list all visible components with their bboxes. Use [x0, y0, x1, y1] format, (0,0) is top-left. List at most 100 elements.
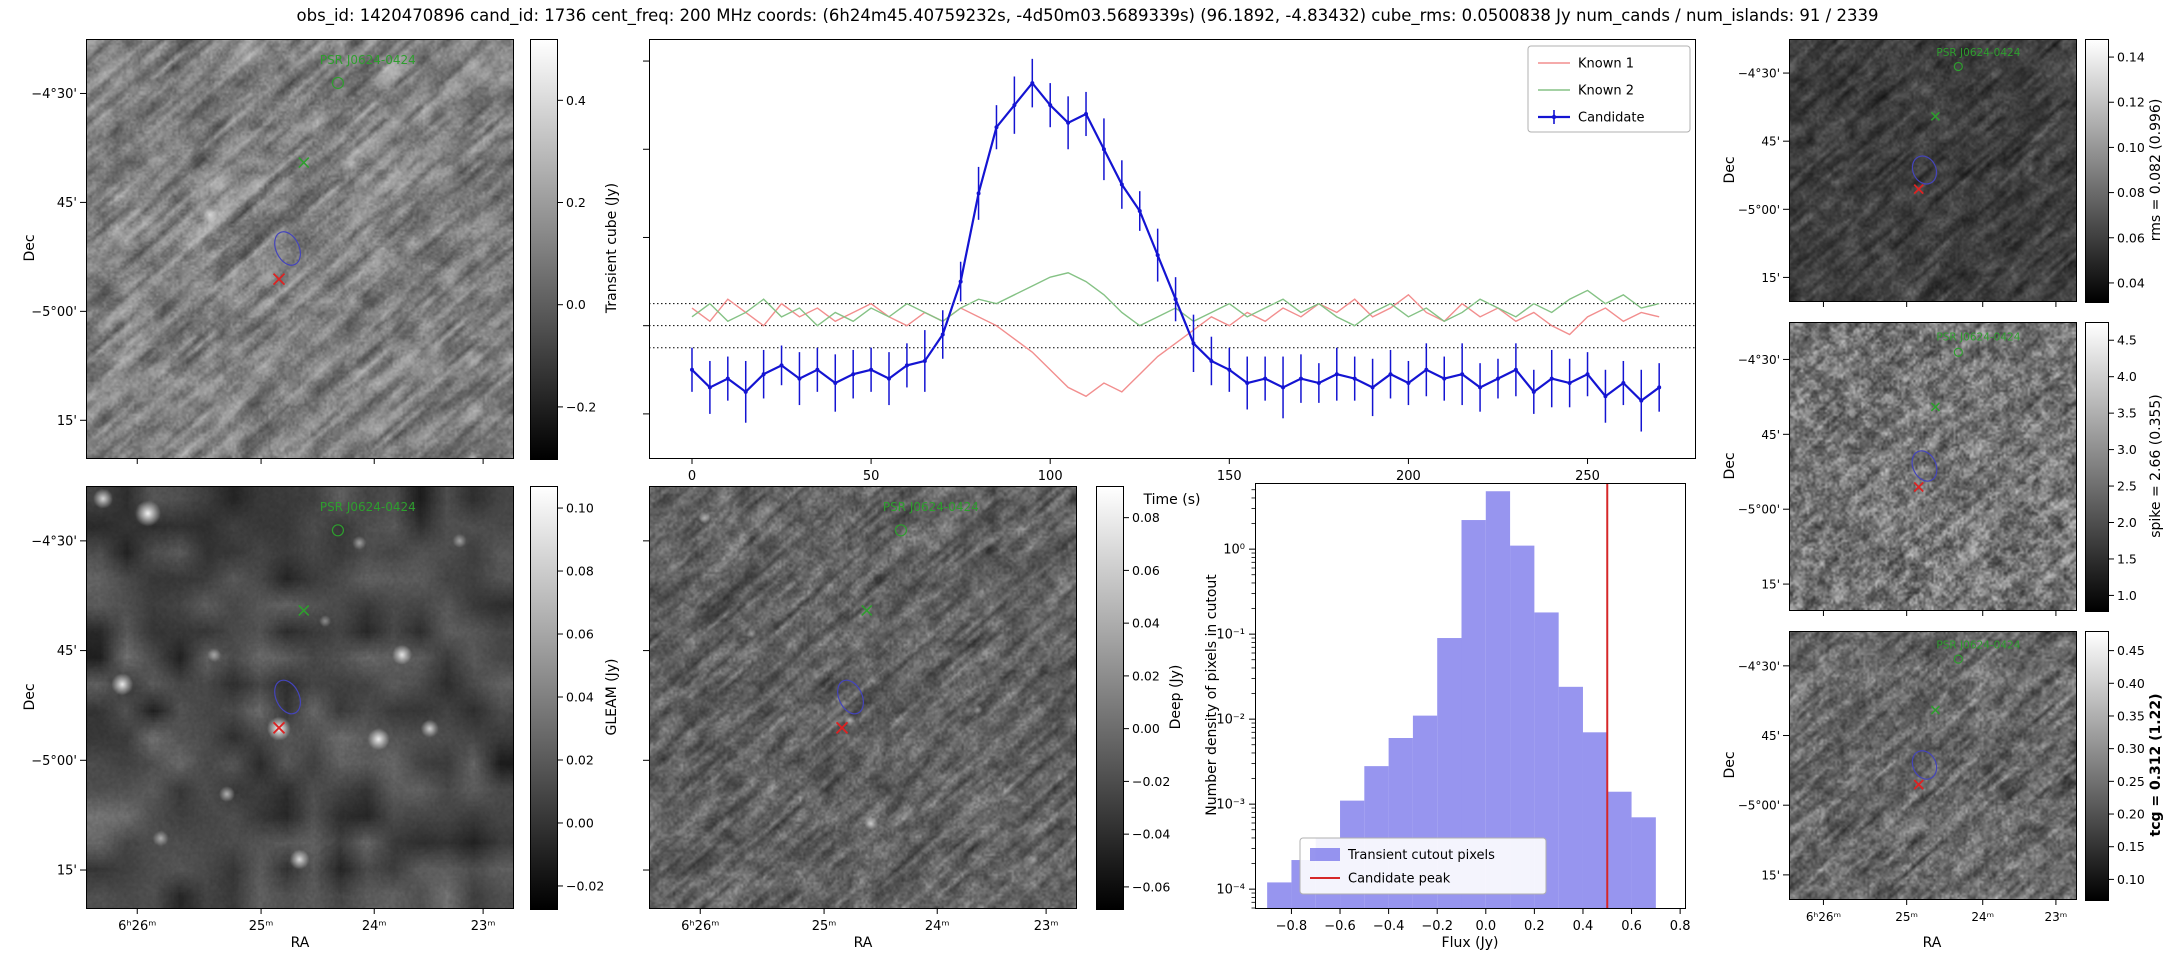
hist-xtick-label: −0.8	[1276, 919, 1308, 934]
series-point-Candidate	[1101, 147, 1106, 152]
cbar-tick-label-gleam: 0.10	[566, 501, 594, 516]
xtick-label-gleam: 23ᵐ	[471, 919, 496, 934]
hist-xtick-label: 0.2	[1524, 919, 1545, 934]
cbar-tick-label-spike: 2.5	[2117, 479, 2137, 494]
cbar-tick-label-cube: 0.4	[566, 93, 586, 108]
xlabel-gleam: RA	[290, 935, 310, 951]
colorbar-label-rms: rms = 0.082 (0.996)	[2148, 98, 2164, 242]
cbar-tick-label-spike: 3.5	[2117, 406, 2137, 421]
ytick-label-rms: −4°30'	[1738, 67, 1780, 81]
colorbar-spike	[2085, 322, 2109, 612]
transient-cube-image	[86, 39, 513, 458]
lc-xtick-label: 100	[1038, 469, 1063, 484]
series-point-Candidate	[1460, 372, 1465, 377]
colorbar-label-deep: Deep (Jy)	[1168, 664, 1184, 730]
legend-label: Candidate peak	[1348, 872, 1451, 887]
colorbar-axes-tcg: 0.45 0.40 0.35 0.30 0.25 0.20 0.15 0.10	[2109, 643, 2145, 887]
series-point-Candidate	[1406, 381, 1411, 386]
series-point-Candidate	[940, 332, 945, 337]
hist-bar	[1364, 766, 1389, 908]
series-line-Known 1	[691, 293, 1660, 398]
series-point-Candidate	[1263, 376, 1268, 381]
series-point-Candidate	[797, 376, 802, 381]
ytick-label-gleam: 15'	[57, 864, 77, 879]
series-point-Candidate	[1495, 376, 1500, 381]
hist-bar	[1534, 612, 1559, 908]
cbar-tick-label-spike: 1.5	[2117, 551, 2137, 566]
series-point-Candidate	[743, 389, 748, 394]
hist-bar	[1267, 882, 1292, 908]
colorbar-deep	[1096, 486, 1124, 910]
colorbar-tcg	[2085, 631, 2109, 901]
hist-ytick-label: 10⁻¹	[1216, 628, 1245, 643]
colorbar-axes-gleam: 0.10 0.08 0.06 0.04 0.02 0.00 −0.02	[558, 501, 604, 893]
colorbar-label-tcg: tcg = 0.312 (1.22)	[2148, 693, 2164, 837]
series-point-Candidate	[1066, 120, 1071, 125]
series-point-Candidate	[1585, 372, 1590, 377]
series-point-Candidate	[1442, 376, 1447, 381]
xtick-label-gleam: 25ᵐ	[249, 919, 274, 934]
series-point-Candidate	[761, 372, 766, 377]
hist-ytick-label: 10⁻⁴	[1216, 883, 1245, 898]
hist-bar	[1631, 817, 1656, 908]
legend-sample-patch	[1310, 848, 1340, 861]
legend-box	[1527, 45, 1691, 133]
hist-bar	[1388, 738, 1413, 908]
ytick-label-gleam: 45'	[57, 644, 77, 659]
cbar-tick-label-rms: 0.12	[2117, 95, 2145, 110]
xlabel-histogram: Flux (Jy)	[1441, 935, 1499, 951]
xlabel-lightcurve: Time (s)	[1143, 492, 1201, 508]
ylabel-spike: Dec	[1722, 452, 1738, 480]
lc-xtick-label: 0	[688, 469, 696, 484]
series-point-Candidate	[869, 367, 874, 372]
ylabel-transient-cube: Dec	[22, 234, 38, 262]
series-point-Candidate	[1388, 372, 1393, 377]
hist-bar	[1582, 732, 1608, 908]
colorbar-axes-rms: 0.14 0.12 0.10 0.08 0.06 0.04	[2109, 50, 2145, 290]
cbar-tick-label-tcg: 0.40	[2117, 676, 2145, 691]
xtick-label-gleam: 24ᵐ	[362, 919, 387, 934]
lightcurve-axes: 0 50 100 150 200 250 Known 1 Known 2 Candidate	[643, 39, 1696, 484]
colorbar-cube	[530, 39, 558, 460]
ytick-label-rms: 45'	[1761, 135, 1780, 149]
series-line-Candidate	[691, 81, 1660, 403]
hist-bar	[1485, 491, 1511, 908]
cbar-tick-label-rms: 0.08	[2117, 185, 2145, 200]
hist-bar	[1437, 638, 1462, 908]
xtick-label-tcg: 6ʰ26ᵐ	[1806, 910, 1841, 924]
ytick-label-gleam: −4°30'	[31, 534, 77, 549]
cbar-tick-label-tcg: 0.25	[2117, 774, 2145, 789]
series-point-Candidate	[1191, 341, 1196, 346]
ytick-label-rms: −5°00'	[1738, 203, 1780, 217]
hist-xtick-label: −0.4	[1373, 919, 1405, 934]
xlabel-tcg: RA	[1922, 935, 1942, 951]
cbar-tick-label-rms: 0.06	[2117, 230, 2145, 245]
cbar-tick-label-tcg: 0.35	[2117, 708, 2145, 723]
series-point-Candidate	[1334, 372, 1339, 377]
hist-bar	[1315, 837, 1341, 908]
hist-ytick-label: 10⁰	[1223, 543, 1245, 558]
series-point-Candidate	[1227, 367, 1232, 372]
cbar-tick-label-tcg: 0.20	[2117, 807, 2145, 822]
series-point-Candidate	[1603, 394, 1608, 399]
spike-image	[1789, 322, 2076, 610]
hist-xtick-label: 0.0	[1475, 919, 1496, 934]
series-point-Candidate	[1531, 389, 1536, 394]
hist-bar	[1607, 791, 1632, 908]
xtick-label-deep: 6ʰ26ᵐ	[681, 919, 719, 934]
series-point-Candidate	[904, 363, 909, 368]
series-point-Candidate	[689, 367, 694, 372]
ytick-label-cube: −5°00'	[31, 305, 77, 320]
series-point-Candidate	[1567, 381, 1572, 386]
cbar-tick-label-tcg: 0.45	[2117, 643, 2145, 658]
ytick-label-rms: 15'	[1761, 271, 1780, 285]
colorbar-gleam	[530, 486, 558, 910]
series-point-Candidate	[1119, 182, 1124, 187]
lc-xtick-label: 200	[1396, 469, 1421, 484]
series-point-Candidate	[1084, 111, 1089, 116]
legend-label: Known 2	[1578, 84, 1634, 99]
series-point-Candidate	[1155, 253, 1160, 258]
series-point-Candidate	[1012, 103, 1017, 108]
series-point-Candidate	[707, 385, 712, 390]
